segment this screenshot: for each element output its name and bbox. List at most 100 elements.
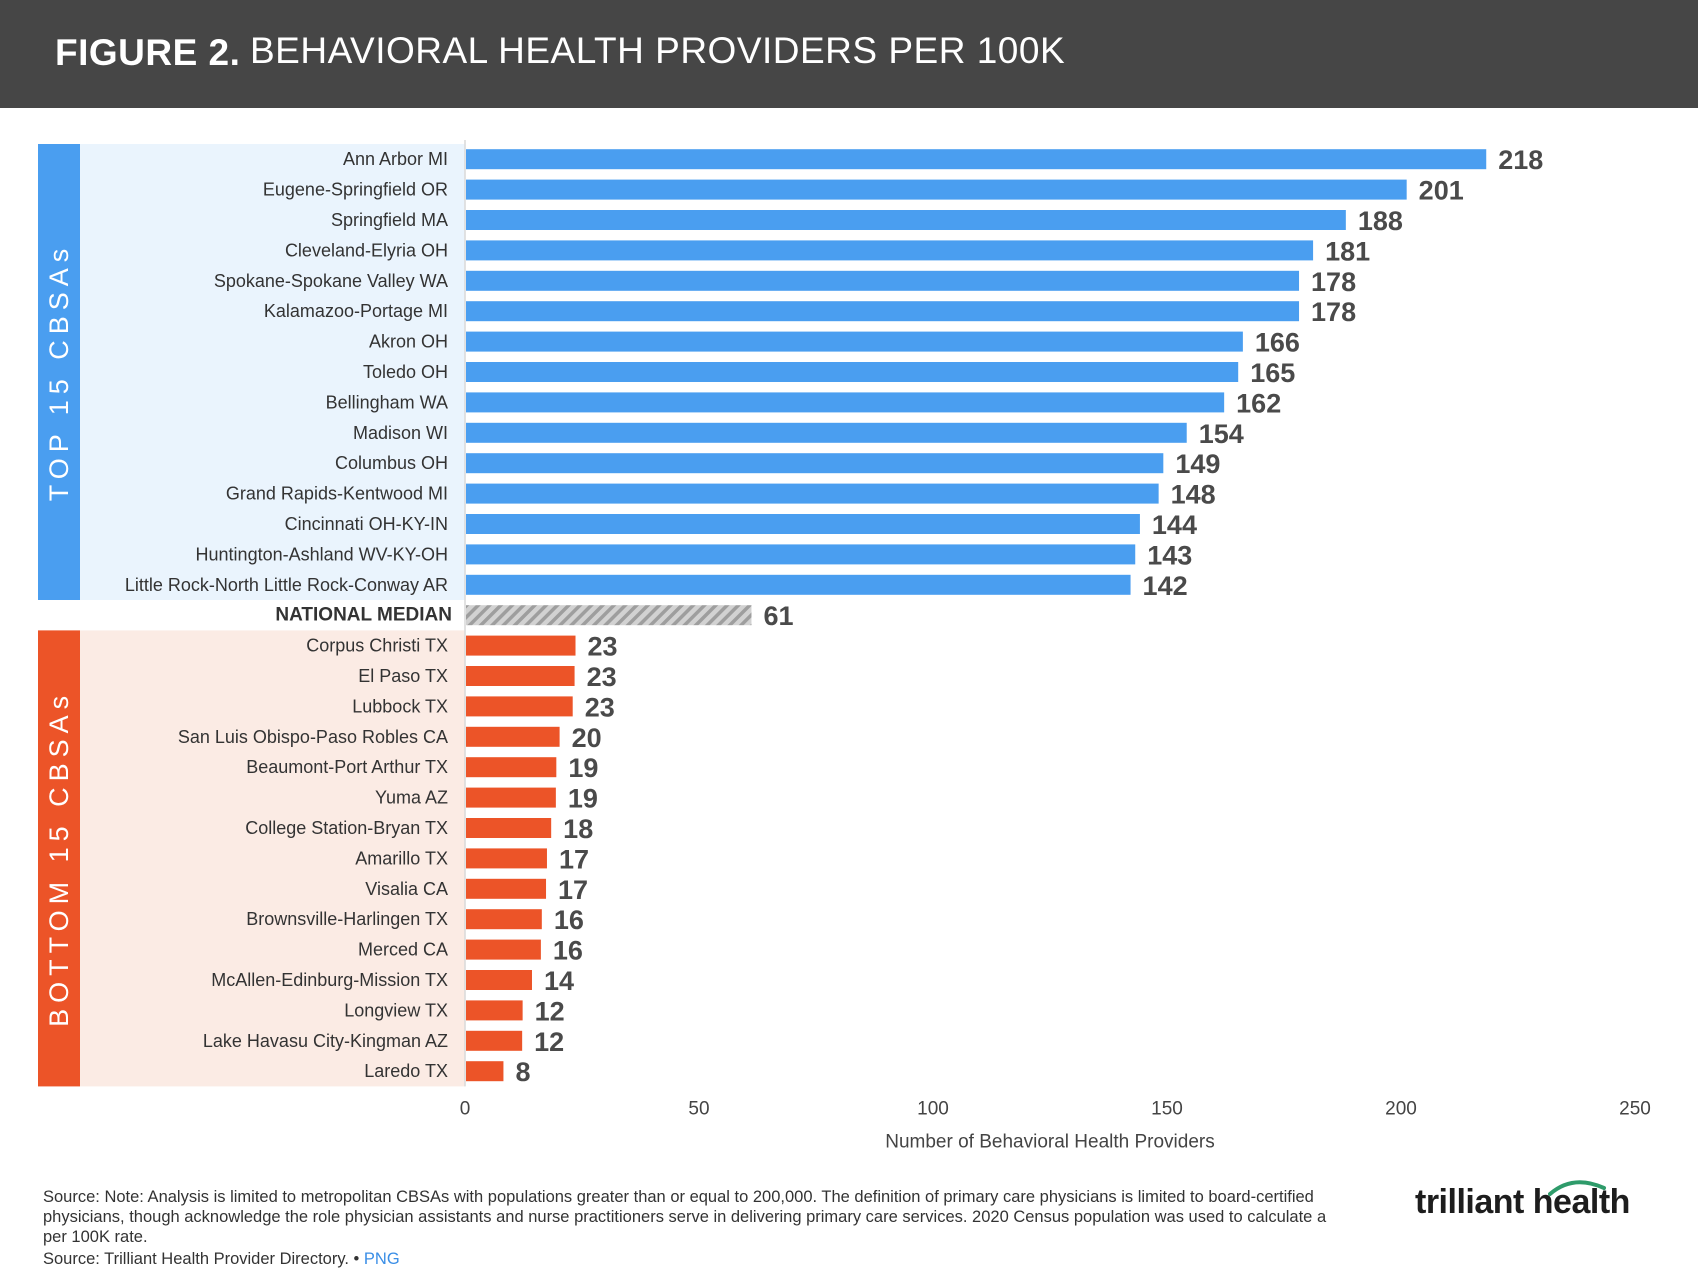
figure-number: FIGURE 2.: [55, 32, 241, 73]
category-label: Spokane-Spokane Valley WA: [214, 271, 448, 291]
category-label: Columbus OH: [335, 453, 448, 473]
value-label: 19: [568, 753, 598, 783]
median-bar: [466, 605, 752, 626]
category-label: Brownsville-Harlingen TX: [246, 909, 448, 929]
x-tick-label: 100: [917, 1098, 949, 1119]
category-label: Eugene-Springfield OR: [263, 180, 448, 200]
category-label: Longview TX: [344, 1000, 448, 1020]
footnote: Source: Note: Analysis is limited to met…: [43, 1188, 1327, 1246]
bar: [466, 270, 1300, 291]
value-label: 181: [1325, 236, 1370, 266]
x-tick-label: 200: [1385, 1098, 1417, 1119]
value-label: 201: [1419, 176, 1464, 206]
bar: [466, 544, 1136, 565]
category-label: Yuma AZ: [375, 788, 448, 808]
category-label: El Paso TX: [358, 666, 448, 686]
value-label: 162: [1236, 388, 1281, 418]
category-label: McAllen-Edinburg-Mission TX: [211, 970, 448, 990]
category-label: Ann Arbor MI: [343, 149, 448, 169]
value-label: 149: [1175, 449, 1220, 479]
bar: [466, 939, 541, 960]
category-label: Merced CA: [358, 940, 448, 960]
figure-header: FIGURE 2. BEHAVIORAL HEALTH PROVIDERS PE…: [0, 0, 1698, 108]
value-label: 19: [568, 784, 598, 814]
bar: [466, 818, 552, 838]
category-label: San Luis Obispo-Paso Robles CA: [178, 727, 448, 747]
bar: [466, 848, 547, 869]
category-label: Amarillo TX: [355, 848, 448, 868]
bar: [466, 210, 1346, 230]
bar: [466, 422, 1187, 443]
category-label: Corpus Christi TX: [306, 636, 448, 656]
value-label: 8: [515, 1057, 530, 1087]
x-tick-label: 150: [1151, 1098, 1183, 1119]
trilliant-health-logo: trilliant health: [1415, 1183, 1630, 1221]
value-label: 17: [559, 844, 589, 874]
category-label: Lubbock TX: [352, 696, 448, 716]
bar: [466, 757, 557, 778]
category-label: Grand Rapids-Kentwood MI: [226, 484, 448, 504]
bar: [466, 362, 1239, 382]
x-tick-label: 0: [460, 1098, 471, 1119]
value-label: 178: [1311, 297, 1356, 327]
value-label: 142: [1143, 571, 1188, 601]
x-axis-title: Number of Behavioral Health Providers: [885, 1131, 1215, 1152]
source-text: Source: Trilliant Health Provider Direct…: [43, 1250, 360, 1268]
category-label: Little Rock-North Little Rock-Conway AR: [125, 575, 448, 595]
category-label: Kalamazoo-Portage MI: [264, 301, 448, 321]
bar: [466, 453, 1164, 474]
value-label: 144: [1152, 510, 1197, 540]
value-label: 148: [1171, 480, 1216, 510]
bottom-group-panel: [38, 630, 465, 1087]
bar: [466, 574, 1131, 595]
category-label: Lake Havasu City-Kingman AZ: [203, 1031, 448, 1051]
value-label: 23: [588, 632, 618, 662]
png-link[interactable]: PNG: [363, 1250, 400, 1268]
value-label: 178: [1311, 267, 1356, 297]
value-label: 23: [585, 692, 615, 722]
category-label: Beaumont-Port Arthur TX: [246, 757, 448, 777]
bottom-group-band: [38, 630, 80, 1087]
category-label: College Station-Bryan TX: [245, 818, 448, 838]
value-label: 12: [535, 996, 565, 1026]
bar: [466, 331, 1243, 352]
bottom-group-label: BOTTOM 15 CBSAs: [44, 690, 74, 1027]
bar: [466, 179, 1407, 200]
bar: [466, 1061, 504, 1082]
value-label: 12: [534, 1027, 564, 1057]
value-label: 20: [572, 723, 602, 753]
source-line: Source: Trilliant Health Provider Direct…: [43, 1250, 400, 1269]
value-label: 165: [1250, 358, 1295, 388]
median-label: NATIONAL MEDIAN: [275, 605, 452, 626]
bar: [466, 666, 575, 686]
value-label: 188: [1358, 206, 1403, 236]
category-label: Cincinnati OH-KY-IN: [285, 514, 448, 534]
category-label: Bellingham WA: [326, 392, 448, 412]
x-tick-label: 50: [688, 1098, 709, 1119]
category-label: Visalia CA: [365, 879, 448, 899]
category-label: Cleveland-Elyria OH: [285, 240, 448, 260]
figure-title: BEHAVIORAL HEALTH PROVIDERS PER 100K: [250, 30, 1066, 71]
value-label: 18: [563, 814, 593, 844]
top-group-band: [38, 144, 80, 600]
value-label: 23: [587, 662, 617, 692]
bar: [466, 970, 532, 990]
bar: [466, 149, 1487, 170]
category-label: Laredo TX: [364, 1061, 448, 1081]
category-label: Huntington-Ashland WV-KY-OH: [196, 544, 448, 564]
bar: [466, 635, 576, 656]
logo-swoosh-icon: [1548, 1180, 1606, 1196]
bar: [466, 301, 1300, 322]
bar: [466, 240, 1314, 261]
category-label: Madison WI: [353, 423, 448, 443]
x-tick-label: 250: [1619, 1098, 1651, 1119]
category-label: Akron OH: [369, 332, 448, 352]
bar: [466, 696, 573, 717]
value-label: 17: [558, 875, 588, 905]
bar-chart: TOP 15 CBSAs Ann Arbor MI 218 Eugene-Spring…: [38, 140, 1651, 1152]
value-label: 166: [1255, 328, 1300, 358]
top-group-label: TOP 15 CBSAs: [44, 243, 74, 502]
bar: [466, 392, 1225, 413]
bar: [466, 483, 1159, 504]
top-group-panel: [38, 144, 465, 600]
